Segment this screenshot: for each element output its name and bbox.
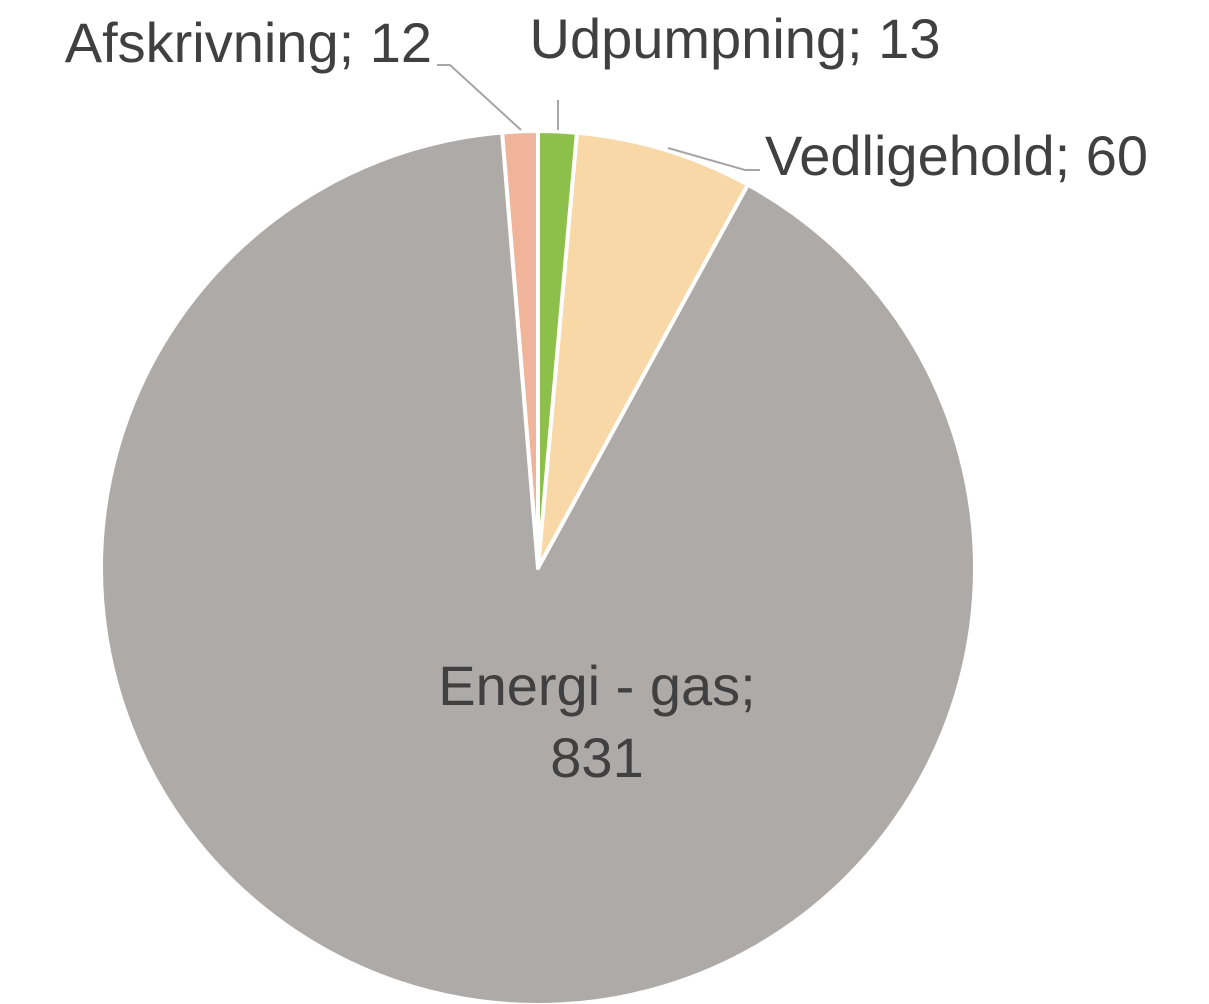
data-label: Afskrivning; 12 xyxy=(65,11,432,74)
data-label: Vedligehold; 60 xyxy=(765,124,1148,187)
pie-slice xyxy=(536,130,750,570)
data-label-line: Afskrivning; 12 xyxy=(65,11,432,74)
data-label-line: Vedligehold; 60 xyxy=(765,124,1148,187)
leader-line xyxy=(667,147,760,171)
data-label: Udpumpning; 13 xyxy=(530,7,941,70)
data-label-line: Energi - gas; xyxy=(438,654,756,717)
pie-slice xyxy=(536,129,579,570)
data-label: Energi - gas; 831 xyxy=(438,654,756,789)
leader-line xyxy=(437,64,522,131)
data-label-line: 831 xyxy=(550,726,643,789)
data-label-line: Udpumpning; 13 xyxy=(530,7,941,70)
